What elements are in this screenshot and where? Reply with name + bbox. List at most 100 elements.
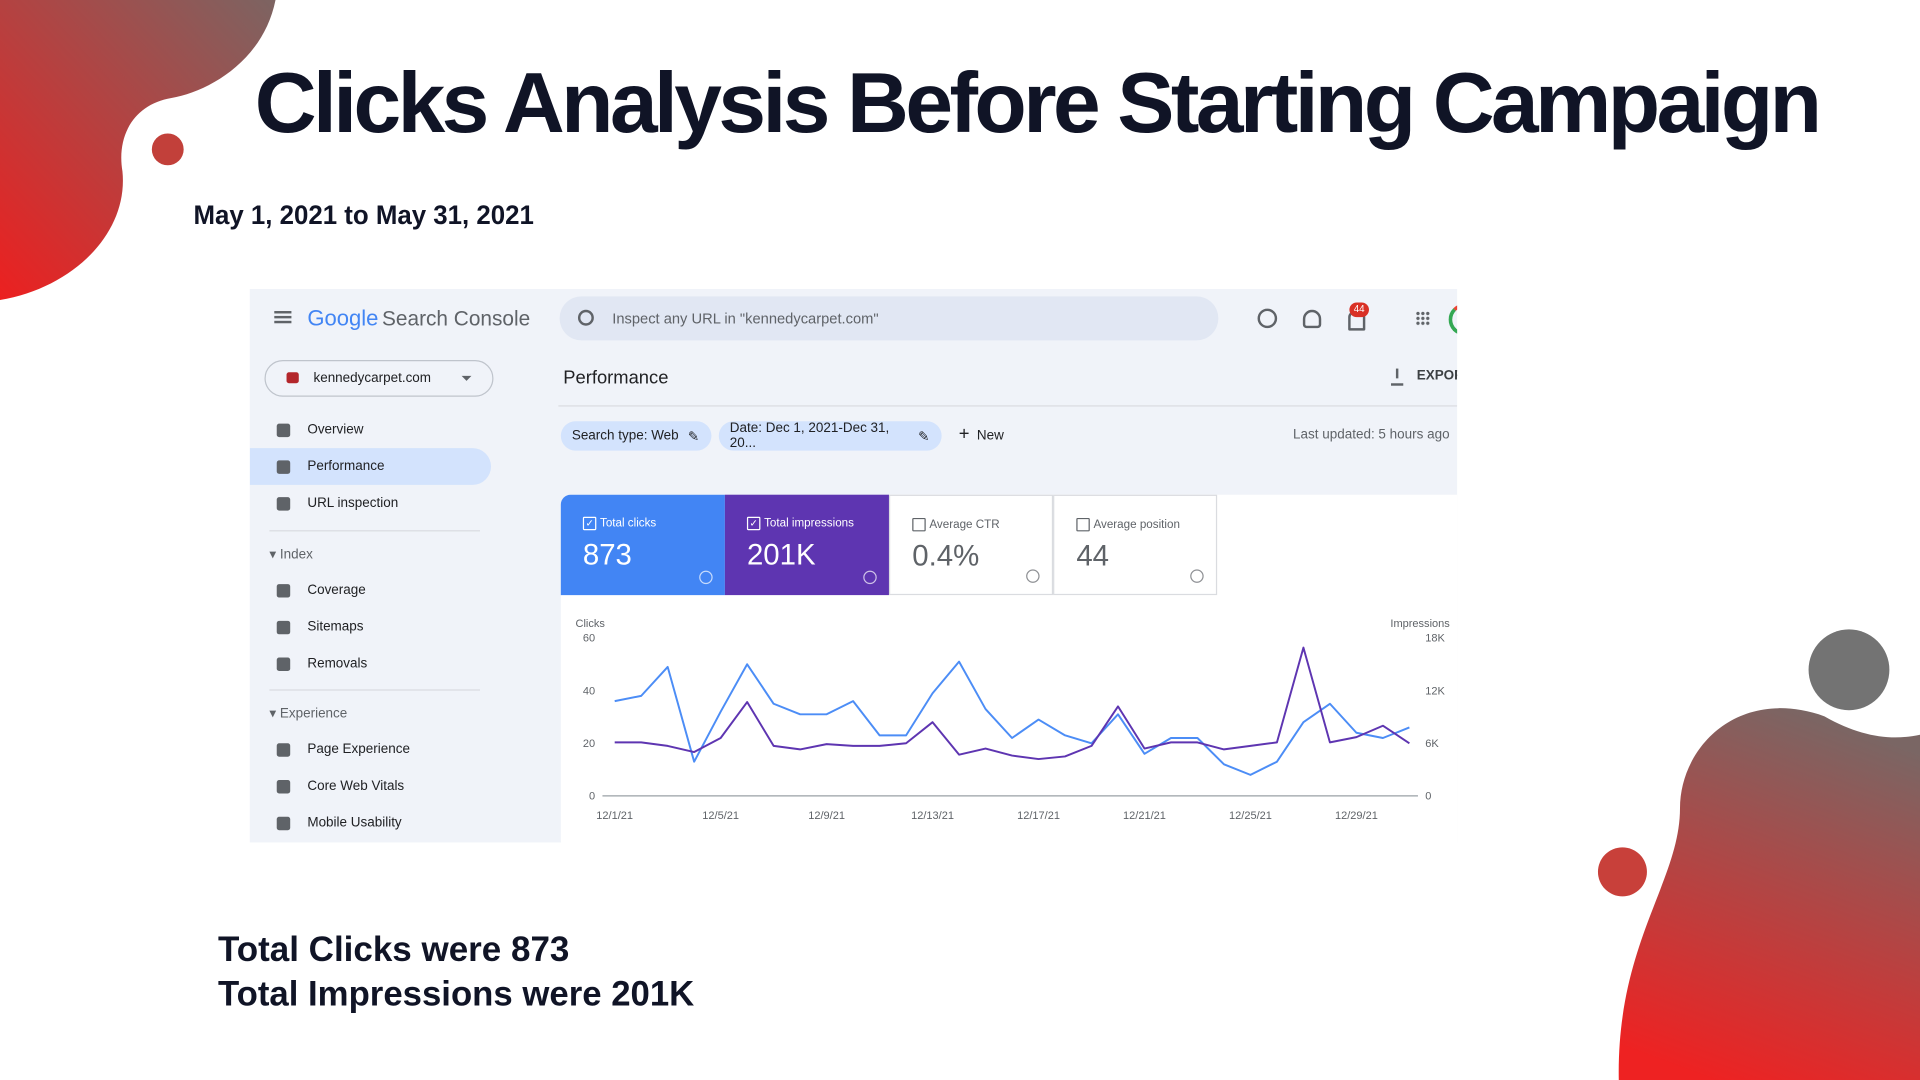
section-header[interactable]: ▾ Experience [269, 706, 348, 722]
y2-tick-label: 18K [1425, 633, 1445, 645]
nav-icon [276, 423, 291, 437]
section-label: Experience [279, 706, 348, 722]
axis-title: Clicks [576, 618, 606, 630]
y2-tick-label: 6K [1425, 738, 1439, 750]
dot [1597, 847, 1647, 897]
x-tick-label: 12/13/21 [911, 810, 954, 822]
users-icon[interactable] [1302, 309, 1322, 329]
metric-value: 44 [1076, 540, 1110, 574]
y2-tick-label: 0 [1425, 791, 1431, 803]
blob [0, 0, 276, 301]
slide-title: Clicks Analysis Before Starting Campaign [255, 55, 1822, 151]
metric-tile[interactable]: Average position 44 [1053, 494, 1218, 596]
nav-icon [276, 583, 291, 597]
apps-icon[interactable] [1415, 311, 1431, 326]
divider [269, 530, 481, 532]
property-name: kennedycarpet.com [313, 371, 432, 386]
export-button[interactable]: EXPOR [1416, 368, 1457, 384]
metric-label: Total impressions [764, 516, 854, 531]
product: Search Console [382, 307, 531, 331]
filter-chip[interactable]: Date: Dec 1, 2021-Dec 31, 20... ✎ [718, 421, 942, 451]
search-placeholder: Inspect any URL in "kennedycarpet.com" [612, 309, 879, 327]
date-range: May 1, 2021 to May 31, 2021 [193, 200, 533, 230]
metric-tile[interactable]: ✓ Total clicks 873 [560, 494, 725, 596]
series-line [614, 660, 1410, 776]
menu-icon[interactable] [274, 311, 292, 314]
summary-line: Total Impressions were 201K [218, 973, 695, 1013]
nav-label: Coverage [307, 582, 366, 598]
metric-label: Total clicks [600, 516, 657, 531]
checkbox: ✓ [582, 516, 597, 531]
section-label: Index [279, 547, 313, 563]
blob [1618, 708, 1920, 1080]
help-icon[interactable] [1257, 308, 1278, 329]
search-bar[interactable]: Inspect any URL in "kennedycarpet.com" [559, 296, 1219, 341]
nav-label: Mobile Usability [307, 815, 402, 831]
property-selector[interactable]: kennedycarpet.com [264, 360, 494, 397]
dot [1808, 629, 1890, 711]
section-header[interactable]: ▾ Index [269, 547, 313, 563]
x-tick-label: 12/21/21 [1123, 810, 1166, 822]
divider [558, 405, 1458, 407]
checkbox: ✓ [746, 516, 761, 531]
nav-icon [276, 779, 291, 793]
axis-title: Impressions [1390, 618, 1450, 630]
chart: 0 20 40 60 0 6K 12K 18K 12/1/21 12/5/21 12/9/21 12/… [576, 618, 1451, 822]
nav-item[interactable]: Performance [249, 448, 492, 485]
nav-item[interactable]: Removals [250, 645, 491, 682]
y-tick-label: 0 [589, 791, 595, 803]
nav-item[interactable]: Core Web Vitals [250, 768, 491, 805]
nav-label: URL inspection [307, 495, 399, 511]
help-icon [699, 570, 713, 585]
nav-item[interactable]: URL inspection [250, 485, 491, 522]
screenshot: Google Search Console Inspect any URL in… [249, 288, 1458, 843]
nav-icon [276, 742, 291, 757]
nav-item[interactable]: Overview [250, 411, 491, 448]
dropdown-arrow [461, 375, 472, 386]
x-tick-label: 12/17/21 [1017, 810, 1060, 822]
nav-icon [276, 620, 291, 634]
x-tick-label: 12/5/21 [702, 810, 739, 822]
nav-label: Overview [307, 422, 364, 438]
last-updated: Last updated: 5 hours ago [1293, 427, 1450, 443]
divider [269, 689, 481, 691]
x-tick-label: 12/29/21 [1335, 810, 1378, 822]
dot [151, 133, 184, 166]
metric-value: 873 [582, 538, 632, 572]
nav-item[interactable]: Page Experience [250, 731, 491, 768]
x-tick-label: 12/1/21 [596, 810, 633, 822]
checkbox [912, 517, 926, 532]
help-icon [1190, 569, 1204, 583]
nav-item[interactable]: Coverage [250, 572, 491, 609]
nav-item[interactable]: Mobile Usability [250, 804, 491, 841]
x-tick-label: 12/9/21 [808, 810, 845, 822]
metric-value: 0.4% [912, 540, 980, 574]
new-label: New [976, 428, 1004, 444]
help-icon [1026, 569, 1040, 583]
avatar[interactable] [1448, 303, 1458, 336]
new-button[interactable]: + New [958, 423, 1004, 445]
nav-label: Core Web Vitals [307, 778, 405, 794]
filter-label: Date: Dec 1, 2021-Dec 31, 20... [729, 421, 890, 451]
y-tick-label: 40 [583, 685, 595, 697]
search-icon [577, 309, 594, 326]
nav-icon [276, 459, 291, 474]
nav-label: Page Experience [307, 742, 410, 757]
nav-label: Sitemaps [307, 619, 364, 635]
nav-icon [276, 816, 291, 830]
notification-badge: 44 [1349, 302, 1369, 318]
nav-item[interactable]: Sitemaps [250, 609, 491, 646]
metric-label: Average position [1093, 517, 1180, 532]
y-tick-label: 20 [583, 738, 595, 750]
x-tick-label: 12/25/21 [1229, 810, 1272, 822]
page-title: Performance [563, 367, 669, 389]
filter-chip[interactable]: Search type: Web ✎ [560, 421, 712, 451]
metric-tile[interactable]: ✓ Total impressions 201K [724, 494, 889, 596]
export-icon[interactable] [1391, 368, 1404, 386]
metric-tile[interactable]: Average CTR 0.4% [888, 494, 1054, 596]
nav-label: Removals [307, 656, 368, 672]
help-icon [863, 570, 877, 585]
series-line [614, 646, 1410, 761]
